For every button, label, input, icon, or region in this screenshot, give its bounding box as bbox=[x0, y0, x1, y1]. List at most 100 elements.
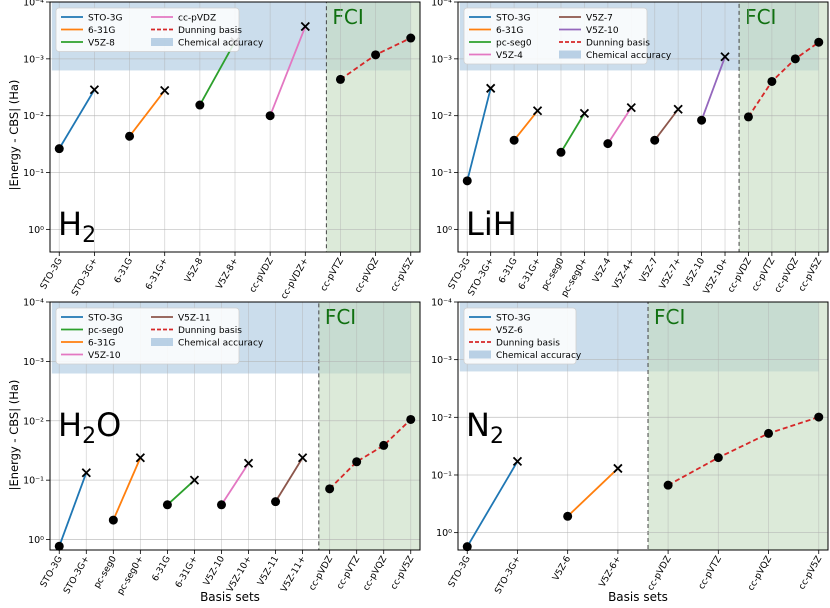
series-point-dot bbox=[54, 144, 64, 154]
series-line-cc-pvdz bbox=[269, 26, 307, 117]
series-point-dot bbox=[462, 542, 472, 552]
series-point-cross bbox=[189, 475, 200, 485]
x-tick-label: pc-seg0+ bbox=[116, 555, 146, 597]
series-point-cross bbox=[720, 52, 730, 62]
legend-label: STO-3G bbox=[88, 14, 123, 24]
y-tick-label: 10⁻³ bbox=[23, 54, 44, 65]
series-point-cross bbox=[81, 468, 91, 478]
series-point-cross bbox=[673, 104, 683, 114]
dunning-line bbox=[747, 41, 820, 118]
x-tick-label: STO-3G bbox=[447, 554, 473, 589]
x-tick-label: STO-3G bbox=[447, 256, 473, 291]
series-line-v5z-7 bbox=[653, 108, 679, 141]
y-axis-label-bottom: |Energy - CBS| (Ha) bbox=[7, 380, 21, 491]
y-tick-label: 10⁰ bbox=[28, 535, 44, 546]
x-tick-label: V5Z-6 bbox=[551, 554, 573, 583]
legend-label: STO-3G bbox=[88, 314, 123, 324]
axes-frame bbox=[49, 301, 421, 551]
dunning-point bbox=[325, 484, 335, 494]
molecule-label: H2O bbox=[58, 406, 121, 449]
x-tick-label: cc-pV5Z bbox=[797, 257, 824, 294]
fci-label: FCI bbox=[325, 305, 356, 329]
x-tick-label: cc-pVTZ bbox=[335, 555, 362, 592]
series-point-cross bbox=[532, 106, 543, 116]
x-tick-label: STO-3G+ bbox=[493, 555, 523, 596]
y-tick-label: 10⁻³ bbox=[431, 355, 452, 366]
x-tick-label: cc-pVTZ bbox=[697, 555, 724, 592]
molecule-label: N2 bbox=[466, 406, 504, 449]
y-tick-label: 10⁻² bbox=[431, 413, 452, 424]
series-point-dot bbox=[603, 139, 613, 149]
x-axis-label-right: Basis sets bbox=[608, 590, 668, 604]
series-point-dot bbox=[462, 176, 472, 186]
legend-label: V5Z-4 bbox=[496, 51, 523, 61]
series-line-v5z-11 bbox=[274, 457, 304, 503]
series-point-dot bbox=[563, 511, 573, 521]
x-tick-label: 6-31G bbox=[113, 256, 135, 285]
fci-region bbox=[647, 301, 829, 551]
legend-label: V5Z-10 bbox=[88, 351, 121, 361]
legend-box bbox=[55, 307, 240, 365]
x-tick-label: STO-3G+ bbox=[70, 257, 100, 298]
fci-label: FCI bbox=[654, 305, 685, 329]
series-point-cross bbox=[486, 83, 496, 93]
legend-label: V5Z-10 bbox=[586, 26, 619, 36]
legend-label: 6-31G bbox=[496, 26, 523, 36]
series-point-cross bbox=[613, 463, 623, 474]
x-tick-label: STO-3G+ bbox=[62, 555, 92, 596]
dunning-line bbox=[667, 416, 820, 486]
legend-label: cc-pVDZ bbox=[178, 14, 216, 24]
legend-box bbox=[55, 7, 240, 52]
series-point-cross bbox=[297, 453, 308, 463]
x-tick-label: cc-pV5Z bbox=[389, 555, 416, 592]
series-point-cross bbox=[579, 108, 590, 118]
legend-label: pc-seg0 bbox=[88, 326, 124, 336]
axes-frame bbox=[457, 301, 829, 551]
dunning-line bbox=[328, 418, 412, 490]
y-tick-label: 10⁰ bbox=[436, 528, 452, 539]
x-tick-label: cc-pVQZ bbox=[746, 555, 774, 593]
x-tick-label: cc-pVQZ bbox=[353, 257, 381, 295]
y-axis-label-top: |Energy - CBS| (Ha) bbox=[7, 80, 21, 191]
fci-region bbox=[738, 1, 829, 253]
dunning-point bbox=[663, 480, 673, 490]
series-point-dot bbox=[650, 135, 660, 145]
y-tick-label: 10⁻² bbox=[23, 111, 44, 122]
x-tick-label: STO-3G bbox=[39, 554, 65, 589]
y-tick-label: 10⁻³ bbox=[23, 357, 44, 368]
x-tick-label: 6-31G bbox=[497, 256, 519, 285]
dunning-point bbox=[814, 37, 824, 47]
series-point-cross bbox=[160, 85, 170, 96]
panel-n2: FCI 10⁻⁴ 10⁻³ 10⁻² 10⁻¹ 10⁰ STO-3G STO-3G+ V5Z-6… bbox=[431, 298, 829, 596]
legend-box bbox=[463, 7, 648, 65]
dunning-point bbox=[764, 428, 774, 438]
legend-label: V5Z-6 bbox=[496, 326, 523, 336]
legend-label: STO-3G bbox=[496, 314, 531, 324]
series-point-dot bbox=[195, 100, 205, 110]
legend-label: pc-seg0 bbox=[496, 39, 532, 49]
x-tick-label: V5Z-10 bbox=[682, 256, 707, 289]
series-point-cross bbox=[512, 456, 523, 466]
legend-label: Chemical accuracy bbox=[496, 351, 582, 361]
dunning-point bbox=[743, 112, 753, 122]
series-line-sto-3g bbox=[466, 460, 519, 548]
x-tick-label: cc-pVDZ+ bbox=[279, 257, 310, 302]
fci-label: FCI bbox=[332, 5, 363, 29]
series-line-v5z-10 bbox=[700, 56, 726, 121]
dunning-point bbox=[814, 412, 824, 422]
legend-label: Chemical accuracy bbox=[586, 51, 672, 61]
x-tick-label: 6-31G+ bbox=[174, 555, 200, 590]
series-point-dot bbox=[509, 135, 519, 145]
series-line-v5z-4 bbox=[607, 107, 633, 145]
x-tick-label: V5Z-7+ bbox=[658, 257, 684, 292]
series-point-dot bbox=[108, 515, 118, 525]
x-tick-label: V5Z-10 bbox=[202, 554, 227, 587]
molecule-label: LiH bbox=[466, 205, 517, 243]
y-tick-label: 10⁻² bbox=[431, 111, 452, 122]
legend-label: V5Z-7 bbox=[586, 14, 613, 24]
legend-label: 6-31G bbox=[88, 339, 115, 349]
series-line-pc-seg0 bbox=[112, 457, 142, 521]
legend-label: Chemical accuracy bbox=[178, 39, 264, 49]
y-tick-label: 10⁻¹ bbox=[431, 168, 452, 179]
legend-swatch bbox=[151, 38, 173, 46]
